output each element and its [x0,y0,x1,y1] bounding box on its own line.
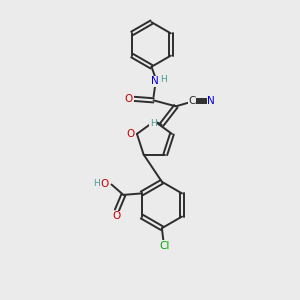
Text: C: C [188,96,196,106]
Text: O: O [113,211,121,221]
Text: N: N [151,76,159,86]
Text: Cl: Cl [159,241,169,251]
Text: O: O [100,179,109,189]
Text: H: H [150,119,157,128]
Text: O: O [125,94,133,104]
Text: H: H [160,75,167,84]
Text: O: O [127,129,135,139]
Text: H: H [93,179,99,188]
Text: N: N [207,96,215,106]
